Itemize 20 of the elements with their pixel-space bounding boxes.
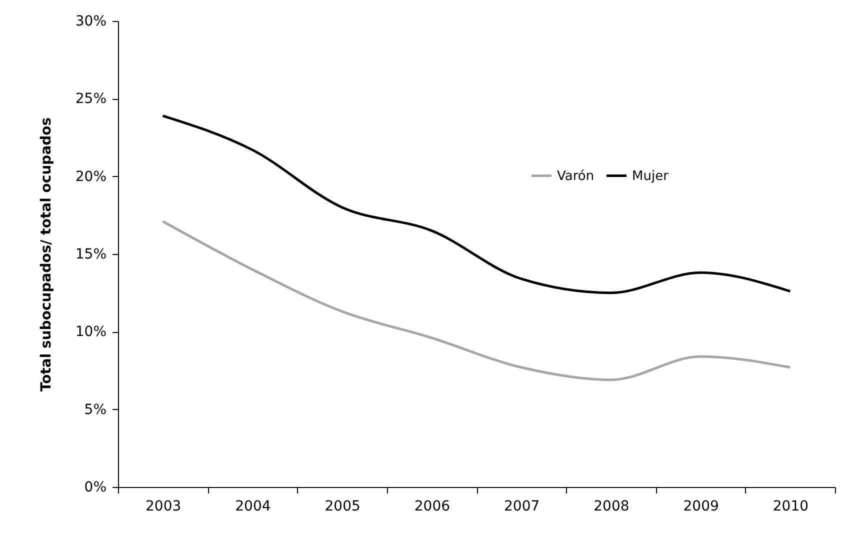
x-tick-label: 2009 bbox=[683, 498, 719, 514]
y-tick-label: 10% bbox=[75, 324, 106, 340]
legend-label: Varón bbox=[557, 168, 594, 184]
line-series bbox=[162, 220, 792, 382]
x-tick-label: 2004 bbox=[235, 498, 271, 514]
x-tick-label: 2005 bbox=[324, 498, 360, 514]
x-tick-label: 2003 bbox=[145, 498, 182, 514]
x-tick-label: 2006 bbox=[414, 498, 450, 514]
y-tick-label: 5% bbox=[84, 402, 106, 418]
legend-label: Mujer bbox=[632, 168, 670, 184]
y-axis-title: Total subocupados/ total ocupados bbox=[38, 117, 54, 392]
x-tick-label: 2010 bbox=[772, 498, 809, 514]
x-tick-label: 2008 bbox=[594, 498, 630, 514]
line-series bbox=[162, 114, 792, 294]
y-tick-label: 15% bbox=[75, 246, 106, 262]
y-tick-label: 25% bbox=[75, 91, 106, 108]
y-tick-label: 30% bbox=[75, 14, 106, 30]
x-tick-label: 2007 bbox=[504, 498, 540, 514]
y-tick-label: 0% bbox=[84, 480, 106, 496]
y-tick-label: 20% bbox=[75, 168, 106, 185]
